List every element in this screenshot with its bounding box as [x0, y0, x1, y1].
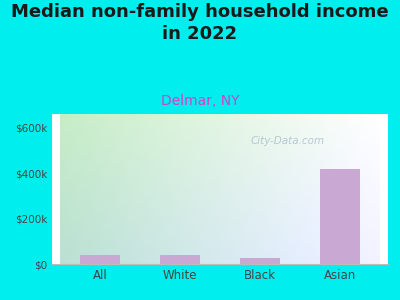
Text: Median non-family household income
in 2022: Median non-family household income in 20… [11, 3, 389, 43]
Bar [320, 169, 360, 264]
Text: City-Data.com: City-Data.com [250, 136, 324, 146]
Bar [80, 255, 120, 264]
Bar [160, 255, 200, 264]
Bar [240, 258, 280, 264]
Text: Delmar, NY: Delmar, NY [161, 94, 239, 109]
